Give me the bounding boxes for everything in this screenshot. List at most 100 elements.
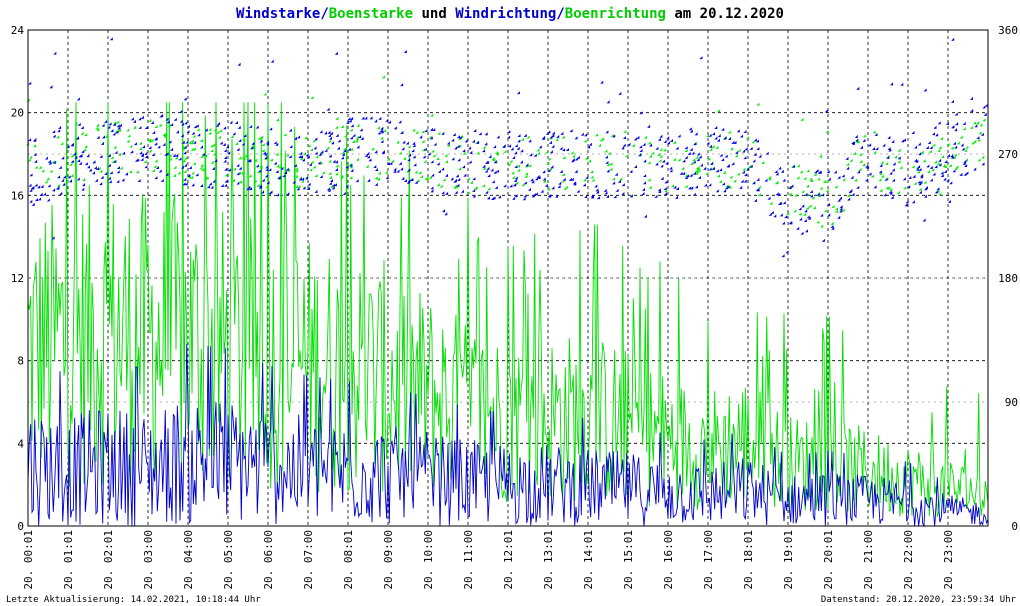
boenrichtung-point — [647, 178, 651, 182]
windrichtung-point — [176, 130, 180, 134]
windrichtung-point — [356, 145, 360, 149]
windrichtung-point — [639, 111, 643, 115]
windrichtung-point — [142, 145, 146, 149]
y-axis-right: 0 90 180 270 360 — [998, 24, 1018, 533]
windrichtung-point — [600, 80, 604, 84]
boenrichtung-point — [57, 183, 61, 187]
x-tick-12: 20. 12:01 — [502, 530, 515, 590]
windrichtung-point — [816, 192, 820, 196]
boenrichtung-point — [927, 170, 931, 174]
windrichtung-point — [292, 180, 296, 184]
windrichtung-point — [837, 175, 841, 179]
windrichtung-point — [903, 138, 907, 142]
windrichtung-point — [258, 169, 262, 173]
windrichtung-point — [62, 175, 66, 179]
boenrichtung-point — [188, 140, 192, 144]
windrichtung-point — [108, 180, 112, 184]
windrichtung-point — [215, 123, 219, 127]
boenrichtung-point — [34, 165, 38, 169]
windrichtung-point — [173, 117, 177, 121]
windrichtung-point — [330, 131, 334, 135]
boenrichtung-point — [173, 165, 177, 169]
windrichtung-point — [335, 160, 339, 164]
windrichtung-point — [335, 168, 339, 172]
windrichtung-point — [775, 172, 779, 176]
windrichtung-point — [907, 185, 911, 189]
windrichtung-point — [441, 131, 445, 135]
windrichtung-point — [508, 144, 512, 148]
windrichtung-point — [830, 224, 834, 228]
windrichtung-point — [719, 168, 723, 172]
windrichtung-point — [92, 160, 96, 164]
windrichtung-point — [104, 171, 108, 175]
boenrichtung-point — [181, 147, 185, 151]
windrichtung-point — [38, 197, 42, 201]
windrichtung-point — [232, 132, 236, 136]
windrichtung-point — [328, 154, 332, 158]
boenrichtung-point — [695, 166, 699, 170]
boenrichtung-point — [276, 118, 280, 122]
windrichtung-point — [753, 198, 757, 202]
windrichtung-point — [782, 178, 786, 182]
boenrichtung-point — [583, 139, 587, 143]
windrichtung-point — [222, 143, 226, 147]
windrichtung-point — [682, 171, 686, 175]
windrichtung-point — [99, 154, 103, 158]
windrichtung-point — [472, 194, 476, 198]
windrichtung-point — [682, 159, 686, 163]
boenrichtung-point — [570, 151, 574, 155]
boenrichtung-point — [454, 184, 458, 188]
windrichtung-point — [485, 160, 489, 164]
boenrichtung-point — [254, 158, 258, 162]
windrichtung-point — [261, 190, 265, 194]
windrichtung-point — [452, 133, 456, 137]
windrichtung-point — [451, 157, 455, 161]
windrichtung-point — [301, 158, 305, 162]
windrichtung-point — [982, 105, 986, 109]
windrichtung-point — [250, 146, 254, 150]
boenrichtung-point — [148, 149, 152, 153]
boenrichtung-point — [321, 171, 325, 175]
windrichtung-point — [180, 165, 184, 169]
windstaerke-line — [27, 344, 989, 528]
boenrichtung-point — [936, 161, 940, 165]
windrichtung-point — [197, 133, 201, 137]
boenrichtung-point — [729, 175, 733, 179]
windrichtung-point — [67, 175, 71, 179]
windrichtung-point — [856, 86, 860, 90]
windrichtung-point — [920, 175, 924, 179]
boenrichtung-point — [695, 169, 699, 173]
windrichtung-point — [258, 184, 262, 188]
windrichtung-point — [764, 178, 768, 182]
windrichtung-point — [531, 180, 535, 184]
boenrichtung-point — [201, 168, 205, 172]
windrichtung-point — [374, 168, 378, 172]
y-right-tick-360: 360 — [998, 24, 1018, 37]
windrichtung-point — [717, 134, 721, 138]
windrichtung-point — [514, 144, 518, 148]
windrichtung-point — [268, 191, 272, 195]
windrichtung-point — [659, 134, 663, 138]
windrichtung-point — [550, 165, 554, 169]
boenrichtung-point — [285, 153, 289, 157]
boenrichtung-point — [757, 193, 761, 197]
windrichtung-point — [102, 135, 106, 139]
boenrichtung-point — [204, 176, 208, 180]
windrichtung-point — [134, 158, 138, 162]
boenrichtung-point — [46, 177, 50, 181]
windrichtung-point — [346, 120, 350, 124]
boenrichtung-point — [873, 150, 877, 154]
windrichtung-point — [468, 160, 472, 164]
boenrichtung-point — [715, 145, 719, 149]
windrichtung-point — [332, 159, 336, 163]
windrichtung-point — [275, 142, 279, 146]
boenrichtung-point — [690, 161, 694, 165]
windrichtung-point — [883, 193, 887, 197]
boenrichtung-point — [184, 156, 188, 160]
boenrichtung-point — [110, 156, 114, 160]
windrichtung-point — [582, 183, 586, 187]
windrichtung-point — [456, 144, 460, 148]
windrichtung-point — [484, 169, 488, 173]
windrichtung-point — [398, 120, 402, 124]
windrichtung-point — [273, 161, 277, 165]
